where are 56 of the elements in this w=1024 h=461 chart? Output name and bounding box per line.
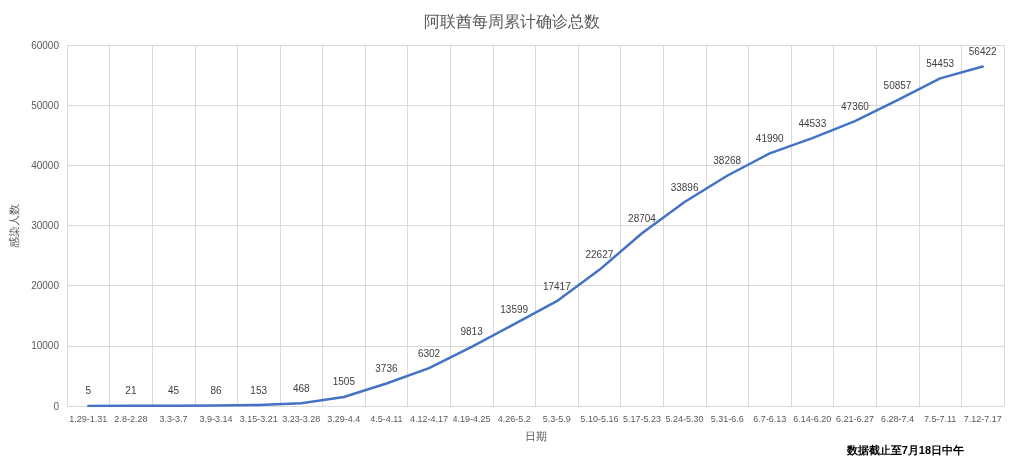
x-tick-label: 5.17-5.23 <box>622 413 661 424</box>
data-label: 54453 <box>926 57 955 69</box>
data-label: 6302 <box>417 347 441 359</box>
data-label: 44533 <box>798 117 827 129</box>
y-tick-label: 20000 <box>31 280 60 292</box>
x-tick-label: 6.14-6.20 <box>793 413 832 424</box>
x-tick-label: 4.5-4.11 <box>370 413 403 424</box>
y-tick-label: 30000 <box>31 220 60 231</box>
data-label: 468 <box>292 382 311 394</box>
y-tick-label: 60000 <box>31 39 60 51</box>
x-tick-label: 4.12-4.17 <box>410 413 449 424</box>
data-label: 5 <box>85 385 92 397</box>
data-label: 56422 <box>968 46 998 58</box>
data-label: 41990 <box>755 132 785 144</box>
x-tick-label: 3.3-3.7 <box>159 413 188 424</box>
y-tick-label: 50000 <box>31 99 60 111</box>
data-label: 13599 <box>500 303 529 315</box>
x-tick-label: 6.28-7.4 <box>881 413 915 424</box>
x-tick-label: 6.21-6.27 <box>835 413 874 424</box>
data-label: 33896 <box>670 181 699 193</box>
x-tick-label: 3.23-3.28 <box>282 413 321 424</box>
data-label: 3736 <box>375 363 398 375</box>
x-tick-label: 3.29-4.4 <box>327 413 361 424</box>
data-label: 38268 <box>713 155 742 167</box>
x-tick-label: 5.3-5.9 <box>542 413 571 424</box>
data-label: 21 <box>125 385 137 397</box>
data-label: 1505 <box>332 376 356 388</box>
data-label: 47360 <box>841 100 870 112</box>
data-label: 153 <box>250 384 268 396</box>
x-tick-label: 1.29-1.31 <box>69 413 108 424</box>
x-tick-label: 4.19-4.25 <box>452 413 491 424</box>
data-label: 45 <box>167 385 180 397</box>
data-label: 9813 <box>460 326 484 338</box>
x-axis-title: 日期 <box>524 429 547 442</box>
y-tick-label: 10000 <box>31 340 60 352</box>
data-label: 86 <box>210 384 223 396</box>
x-tick-label: 2.8-2.28 <box>114 413 148 424</box>
x-tick-label: 7.12-7.17 <box>963 413 1002 424</box>
x-tick-label: 5.24-5.30 <box>665 413 704 424</box>
line-series <box>87 65 984 408</box>
x-tick-label: 7.5-7.11 <box>923 413 957 424</box>
data-label: 17417 <box>542 280 572 292</box>
data-label: 50857 <box>883 79 912 91</box>
y-tick-label: 40000 <box>31 159 60 171</box>
y-axis-title: 感染人数 <box>7 203 20 248</box>
text: 数据截止至7月18日中午 <box>845 443 965 456</box>
x-tick-label: 6.7-6.13 <box>753 413 787 424</box>
data-label: 22627 <box>585 249 614 261</box>
x-tick-label: 5.10-5.16 <box>580 413 619 424</box>
x-tick-label: 5.31-6.6 <box>710 413 744 424</box>
y-tick-label: 0 <box>53 400 60 412</box>
x-tick-label: 3.9-3.14 <box>199 413 233 424</box>
data-label: 28704 <box>628 212 657 224</box>
x-tick-label: 3.15-3.21 <box>239 413 278 424</box>
chart-title: 阿联酋每周累计确诊总数 <box>424 12 600 30</box>
x-tick-label: 4.26-5.2 <box>497 413 531 424</box>
